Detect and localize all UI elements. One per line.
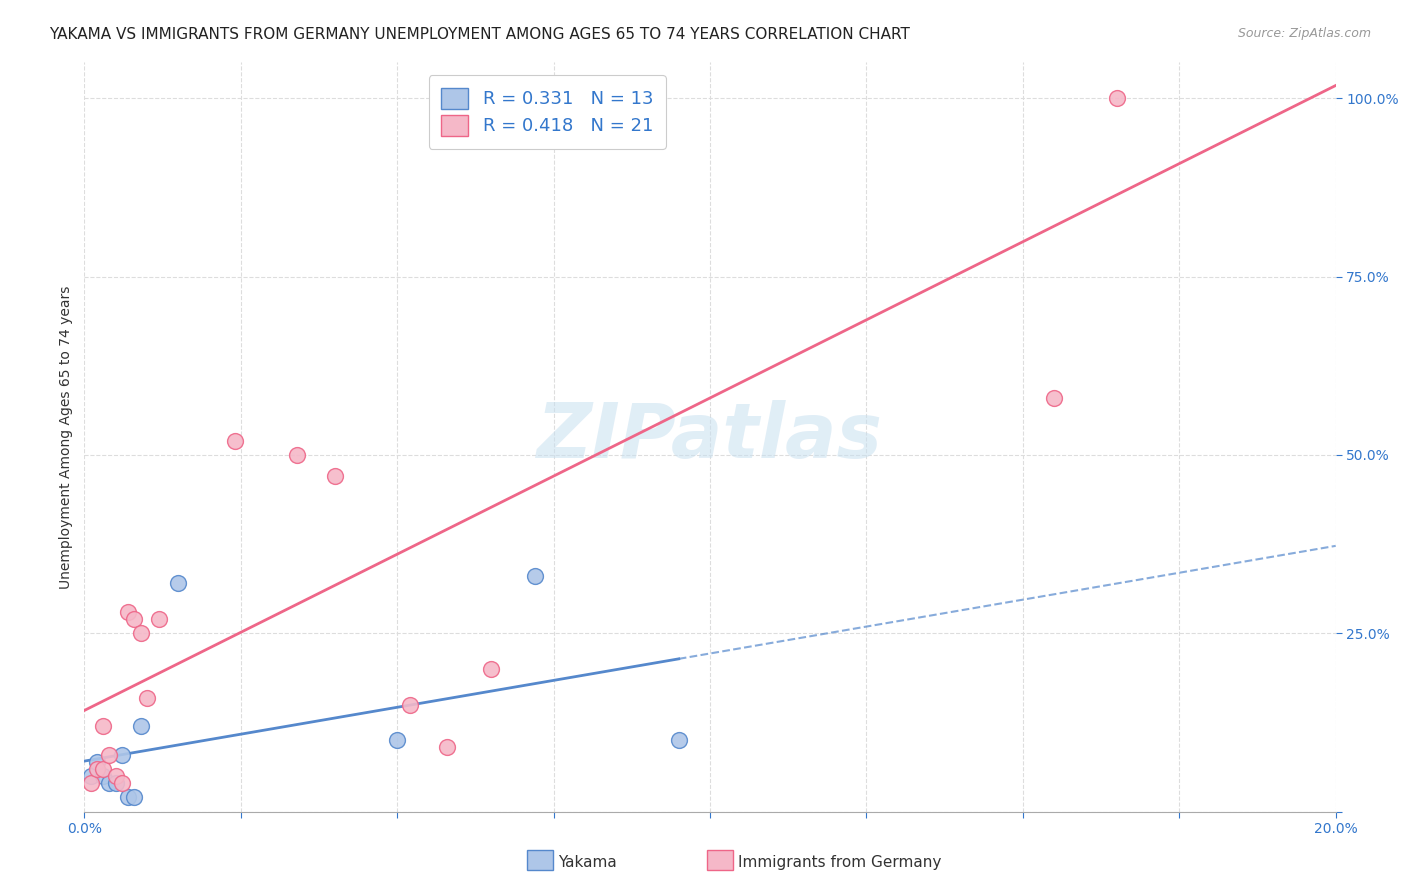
Legend: R = 0.331   N = 13, R = 0.418   N = 21: R = 0.331 N = 13, R = 0.418 N = 21 bbox=[429, 75, 666, 149]
Text: ZIPatlas: ZIPatlas bbox=[537, 401, 883, 474]
Point bbox=[136, 690, 159, 705]
Point bbox=[1105, 91, 1128, 105]
Point bbox=[398, 698, 420, 712]
Text: YAKAMA VS IMMIGRANTS FROM GERMANY UNEMPLOYMENT AMONG AGES 65 TO 74 YEARS CORRELA: YAKAMA VS IMMIGRANTS FROM GERMANY UNEMPL… bbox=[49, 27, 910, 42]
Point bbox=[104, 776, 127, 790]
Point bbox=[124, 612, 146, 626]
Point bbox=[98, 776, 121, 790]
Point bbox=[86, 755, 108, 769]
Text: Yakama: Yakama bbox=[558, 855, 617, 870]
Point bbox=[436, 740, 458, 755]
Point bbox=[117, 605, 139, 619]
Point bbox=[111, 747, 134, 762]
Point bbox=[224, 434, 246, 448]
Point bbox=[129, 626, 152, 640]
Point bbox=[167, 576, 190, 591]
Point bbox=[98, 747, 121, 762]
Point bbox=[129, 719, 152, 733]
Point bbox=[523, 569, 546, 583]
Point bbox=[323, 469, 346, 483]
Point bbox=[91, 719, 114, 733]
Point bbox=[104, 769, 127, 783]
Point bbox=[285, 448, 308, 462]
Point bbox=[91, 769, 114, 783]
Point bbox=[79, 769, 101, 783]
Point bbox=[148, 612, 170, 626]
Text: Source: ZipAtlas.com: Source: ZipAtlas.com bbox=[1237, 27, 1371, 40]
Point bbox=[385, 733, 409, 747]
Point bbox=[668, 733, 690, 747]
Point bbox=[111, 776, 134, 790]
Point bbox=[1043, 391, 1066, 405]
Text: Immigrants from Germany: Immigrants from Germany bbox=[738, 855, 942, 870]
Point bbox=[479, 662, 502, 676]
Point bbox=[86, 762, 108, 776]
Point bbox=[512, 91, 534, 105]
Point bbox=[79, 776, 101, 790]
Point bbox=[124, 790, 146, 805]
Point bbox=[117, 790, 139, 805]
Point bbox=[91, 762, 114, 776]
Y-axis label: Unemployment Among Ages 65 to 74 years: Unemployment Among Ages 65 to 74 years bbox=[59, 285, 73, 589]
